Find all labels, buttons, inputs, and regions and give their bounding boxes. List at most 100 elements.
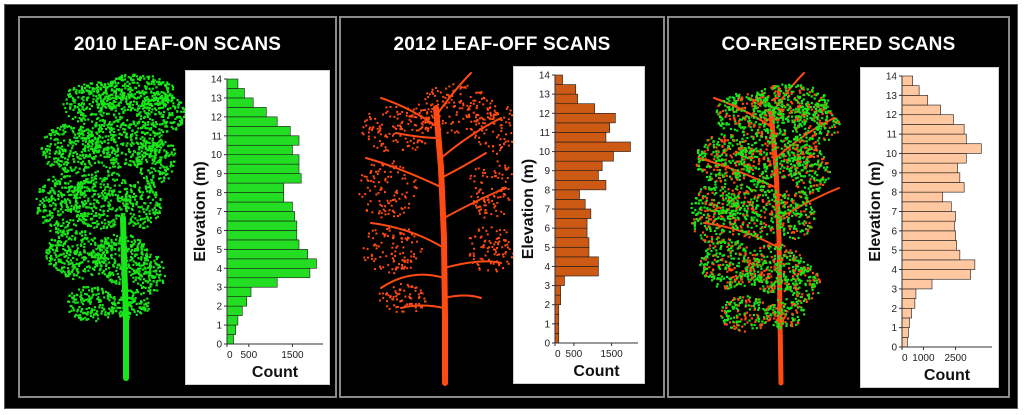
- point: [171, 127, 175, 130]
- point: [154, 169, 157, 172]
- point: [108, 221, 111, 224]
- point: [773, 112, 776, 115]
- y-tick-label: 11: [540, 128, 551, 139]
- point: [104, 91, 107, 94]
- point: [55, 248, 58, 251]
- point: [145, 252, 148, 255]
- point: [75, 189, 78, 192]
- point: [482, 244, 485, 247]
- histogram-bar: [554, 256, 599, 267]
- point: [373, 177, 376, 180]
- point: [111, 194, 114, 197]
- point: [388, 209, 391, 212]
- point: [82, 113, 85, 116]
- point: [380, 216, 383, 219]
- point: [400, 207, 403, 210]
- point: [392, 234, 395, 237]
- point: [503, 116, 506, 119]
- point: [150, 188, 153, 191]
- point: [133, 161, 136, 164]
- point: [182, 110, 186, 113]
- point: [424, 121, 427, 124]
- point: [41, 188, 44, 192]
- point: [104, 83, 107, 86]
- tree-branch: [698, 157, 778, 189]
- point: [387, 149, 390, 152]
- point: [777, 87, 780, 90]
- point: [502, 192, 505, 195]
- point: [395, 192, 398, 195]
- point: [718, 103, 721, 106]
- point: [140, 264, 143, 267]
- point: [102, 178, 105, 181]
- point: [100, 256, 103, 259]
- point: [108, 203, 111, 206]
- histogram-bar: [554, 246, 590, 258]
- point: [478, 212, 481, 215]
- point: [710, 137, 713, 140]
- point: [820, 96, 823, 100]
- point: [131, 298, 134, 301]
- point: [69, 259, 73, 262]
- point: [116, 306, 119, 309]
- point: [56, 132, 59, 135]
- point: [392, 215, 395, 218]
- point: [86, 135, 90, 138]
- point: [131, 272, 134, 276]
- point: [161, 97, 164, 100]
- point: [373, 260, 376, 263]
- point: [790, 115, 794, 118]
- point: [730, 156, 733, 159]
- figure-frame: 2010 LEAF-ON SCANS 0 1 2 3 4 5 6 7 8 9 10 11 12 13 14 0…: [4, 4, 1018, 409]
- point: [378, 299, 381, 302]
- point: [164, 105, 167, 108]
- point: [832, 119, 836, 122]
- point: [93, 182, 96, 185]
- point: [81, 193, 85, 196]
- point: [501, 173, 504, 176]
- point: [98, 110, 101, 113]
- point: [101, 130, 105, 134]
- point: [152, 146, 155, 149]
- point: [53, 182, 57, 185]
- point: [399, 233, 402, 236]
- point: [492, 262, 495, 265]
- point: [54, 263, 57, 266]
- point: [152, 182, 155, 185]
- histogram-bar: [554, 122, 611, 133]
- histogram-bar: [226, 107, 267, 118]
- point: [404, 206, 407, 209]
- point: [107, 112, 110, 115]
- point: [83, 214, 87, 218]
- point: [76, 210, 79, 214]
- point: [95, 89, 99, 92]
- point: [469, 96, 472, 99]
- point: [127, 265, 131, 268]
- point: [136, 78, 140, 81]
- point: [100, 260, 104, 263]
- point: [93, 155, 96, 159]
- point: [803, 121, 806, 124]
- point: [56, 244, 59, 247]
- point: [827, 138, 831, 141]
- point: [813, 110, 816, 114]
- point: [113, 179, 116, 182]
- y-tick-label: 8: [216, 188, 222, 199]
- point: [771, 110, 774, 113]
- point: [176, 123, 180, 126]
- point: [475, 113, 478, 116]
- point: [499, 188, 502, 191]
- point: [142, 285, 145, 288]
- point: [83, 258, 87, 261]
- point: [79, 111, 82, 114]
- point: [782, 112, 785, 116]
- point: [85, 307, 88, 311]
- point: [401, 299, 404, 302]
- point: [393, 304, 396, 307]
- point: [151, 143, 154, 146]
- point: [93, 157, 96, 160]
- point: [786, 92, 790, 95]
- histogram-bar: [554, 151, 614, 162]
- point: [134, 164, 137, 167]
- point: [136, 160, 139, 164]
